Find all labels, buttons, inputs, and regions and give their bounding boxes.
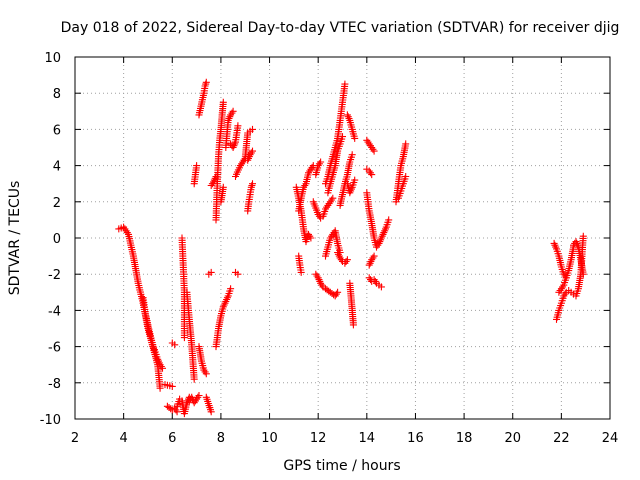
data-point	[341, 80, 349, 88]
data-point	[329, 194, 337, 202]
data-point	[201, 368, 209, 376]
y-tick-label: -8	[48, 377, 61, 392]
data-point	[227, 285, 235, 293]
x-tick-label: 24	[602, 431, 619, 446]
data-point	[343, 256, 351, 264]
y-tick-label: 6	[53, 123, 61, 138]
plot-frame	[74, 56, 611, 420]
y-tick-label: 4	[53, 160, 61, 175]
data-point	[370, 147, 378, 155]
data-point	[351, 134, 359, 142]
data-point	[297, 268, 305, 276]
data-point	[342, 258, 350, 265]
data-point	[385, 216, 393, 224]
data-point	[367, 169, 374, 177]
data-point	[207, 408, 215, 416]
x-tick-label: 16	[407, 431, 424, 446]
x-tick-label: 6	[168, 431, 176, 446]
data-point	[167, 405, 175, 413]
data-point	[172, 406, 180, 414]
data-point	[159, 364, 166, 372]
x-tick-label: 8	[217, 431, 225, 446]
data-point	[368, 171, 376, 179]
x-tick-label: 2	[71, 431, 79, 446]
x-tick-label: 14	[359, 431, 376, 446]
data-point	[180, 334, 188, 342]
x-tick-label: 22	[553, 431, 570, 446]
x-tick-label: 12	[310, 431, 327, 446]
y-tick-label: 8	[53, 87, 61, 102]
data-point	[207, 268, 215, 276]
grid-lines	[75, 57, 610, 419]
data-point	[339, 133, 346, 141]
data-point	[317, 158, 325, 166]
chart-title: Day 018 of 2022, Sidereal Day-to-day VTE…	[61, 20, 620, 36]
x-tick-label: 20	[504, 431, 521, 446]
data-point	[315, 160, 323, 168]
data-point	[190, 375, 198, 383]
y-axis-label: SDTVAR / TECUs	[7, 181, 23, 296]
data-point	[402, 140, 410, 148]
data-point	[234, 270, 242, 278]
data-point	[156, 384, 164, 392]
data-point	[171, 341, 179, 349]
data-point	[348, 151, 356, 159]
data-point	[219, 98, 227, 106]
x-tick-label: 4	[119, 431, 127, 446]
data-points	[115, 78, 587, 418]
y-tick-label: -2	[48, 268, 61, 283]
data-point	[202, 370, 210, 378]
data-point	[193, 162, 201, 170]
data-point	[351, 176, 359, 184]
data-point	[195, 392, 203, 399]
data-point	[349, 321, 357, 329]
data-point	[168, 382, 176, 390]
data-point	[249, 125, 256, 133]
data-point	[229, 107, 237, 115]
y-tick-label: -10	[40, 413, 61, 428]
data-point	[249, 180, 256, 188]
data-point	[301, 182, 309, 189]
data-point	[370, 252, 378, 260]
x-axis-label: GPS time / hours	[283, 458, 400, 474]
y-tick-label: -6	[48, 341, 61, 356]
y-tick-label: -4	[48, 304, 61, 319]
data-point	[377, 283, 385, 291]
x-tick-label: 18	[456, 431, 473, 446]
data-point	[249, 147, 256, 155]
data-point	[579, 232, 587, 240]
data-point	[219, 183, 227, 191]
y-tick-label: 0	[53, 232, 61, 247]
data-point	[248, 182, 256, 189]
data-point	[402, 173, 410, 180]
y-tick-label: 10	[44, 51, 61, 66]
data-point	[371, 277, 379, 285]
data-point	[234, 122, 242, 130]
x-tick-label: 10	[261, 431, 278, 446]
data-point	[202, 78, 210, 86]
y-tick-label: 2	[53, 196, 61, 211]
data-point	[334, 288, 342, 296]
data-point	[307, 234, 315, 242]
